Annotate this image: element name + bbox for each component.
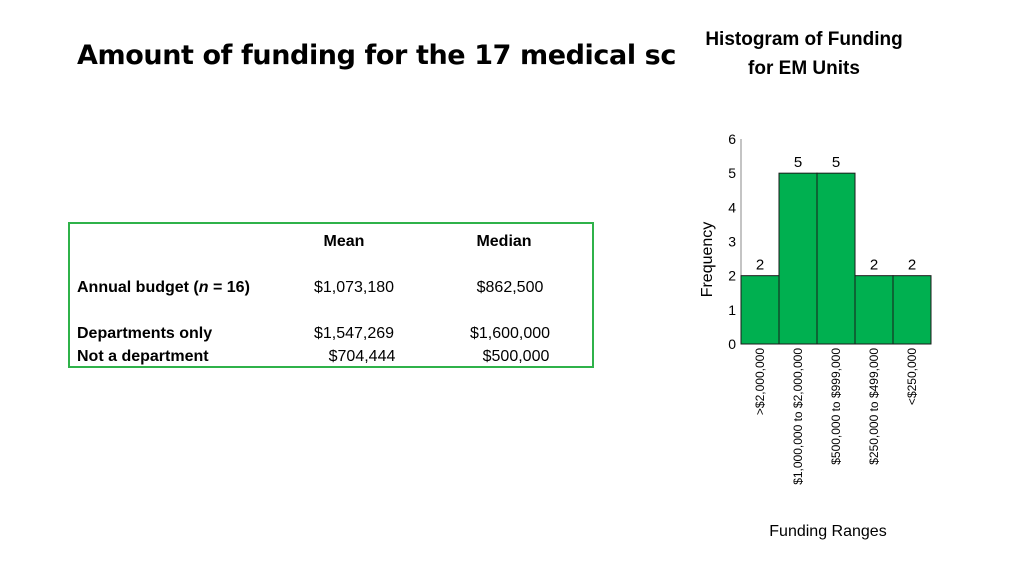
histogram-bar (816, 172, 856, 345)
chart-title: Histogram of Funding for EM Units (705, 29, 903, 79)
y-tick-label: 5 (728, 165, 736, 181)
bar-data-label: 2 (908, 257, 916, 274)
row-label-annual-budget: Annual budget (n = 16) (77, 278, 250, 298)
x-category-label: $250,000 to $499,000 (867, 348, 881, 465)
y-tick-label: 6 (728, 131, 736, 147)
y-tick-label: 0 (728, 336, 736, 352)
x-category-label: $1,000,000 to $2,000,000 (791, 348, 805, 485)
x-axis-title: Funding Ranges (769, 523, 887, 540)
departments-mean: $1,547,269 (313, 325, 395, 342)
histogram-bar (740, 275, 780, 345)
annual-budget-median: $862,500 (476, 279, 544, 296)
row-label-departments: Departments only (77, 325, 213, 342)
bar-data-label: 2 (870, 257, 878, 274)
y-tick-label: 2 (728, 268, 736, 284)
row-label-annual-budget-prefix: Annual budget ( (77, 279, 199, 296)
annual-budget-mean: $1,073,180 (313, 279, 395, 296)
x-category-label: >$2,000,000 (753, 348, 767, 415)
row-label-n-italic: n (198, 279, 209, 296)
y-axis-title: Frequency (699, 222, 716, 298)
x-category-label: <$250,000 (905, 348, 919, 405)
stats-table: Mean Median Annual budget (n = 16) $1,07… (68, 222, 594, 368)
header-median: Median (476, 233, 532, 250)
histogram-chart: 0 1 2 3 4 5 6 Frequency 2 >$2,000,000 5 $1,000,000 … (699, 131, 932, 485)
bar-data-label: 5 (832, 154, 840, 171)
bar-data-label: 2 (756, 257, 764, 274)
bar-data-label: 5 (794, 154, 802, 171)
row-label-not-department: Not a department (77, 348, 209, 365)
y-tick-label: 1 (728, 302, 736, 318)
not-department-mean: $704,444 (328, 348, 396, 365)
x-category-label: $500,000 to $999,000 (829, 348, 843, 465)
histogram-bar (892, 275, 932, 345)
row-label-annual-budget-suffix: = 16) (208, 279, 250, 296)
y-tick-label: 4 (728, 199, 736, 215)
not-department-median: $500,000 (482, 348, 550, 365)
header-mean: Mean (323, 233, 365, 250)
departments-median: $1,600,000 (469, 325, 551, 342)
histogram-bar (778, 172, 818, 345)
slide-title: Amount of funding for the 17 medical sc (77, 40, 675, 71)
histogram-bar (854, 275, 894, 345)
y-tick-label: 3 (728, 234, 736, 250)
